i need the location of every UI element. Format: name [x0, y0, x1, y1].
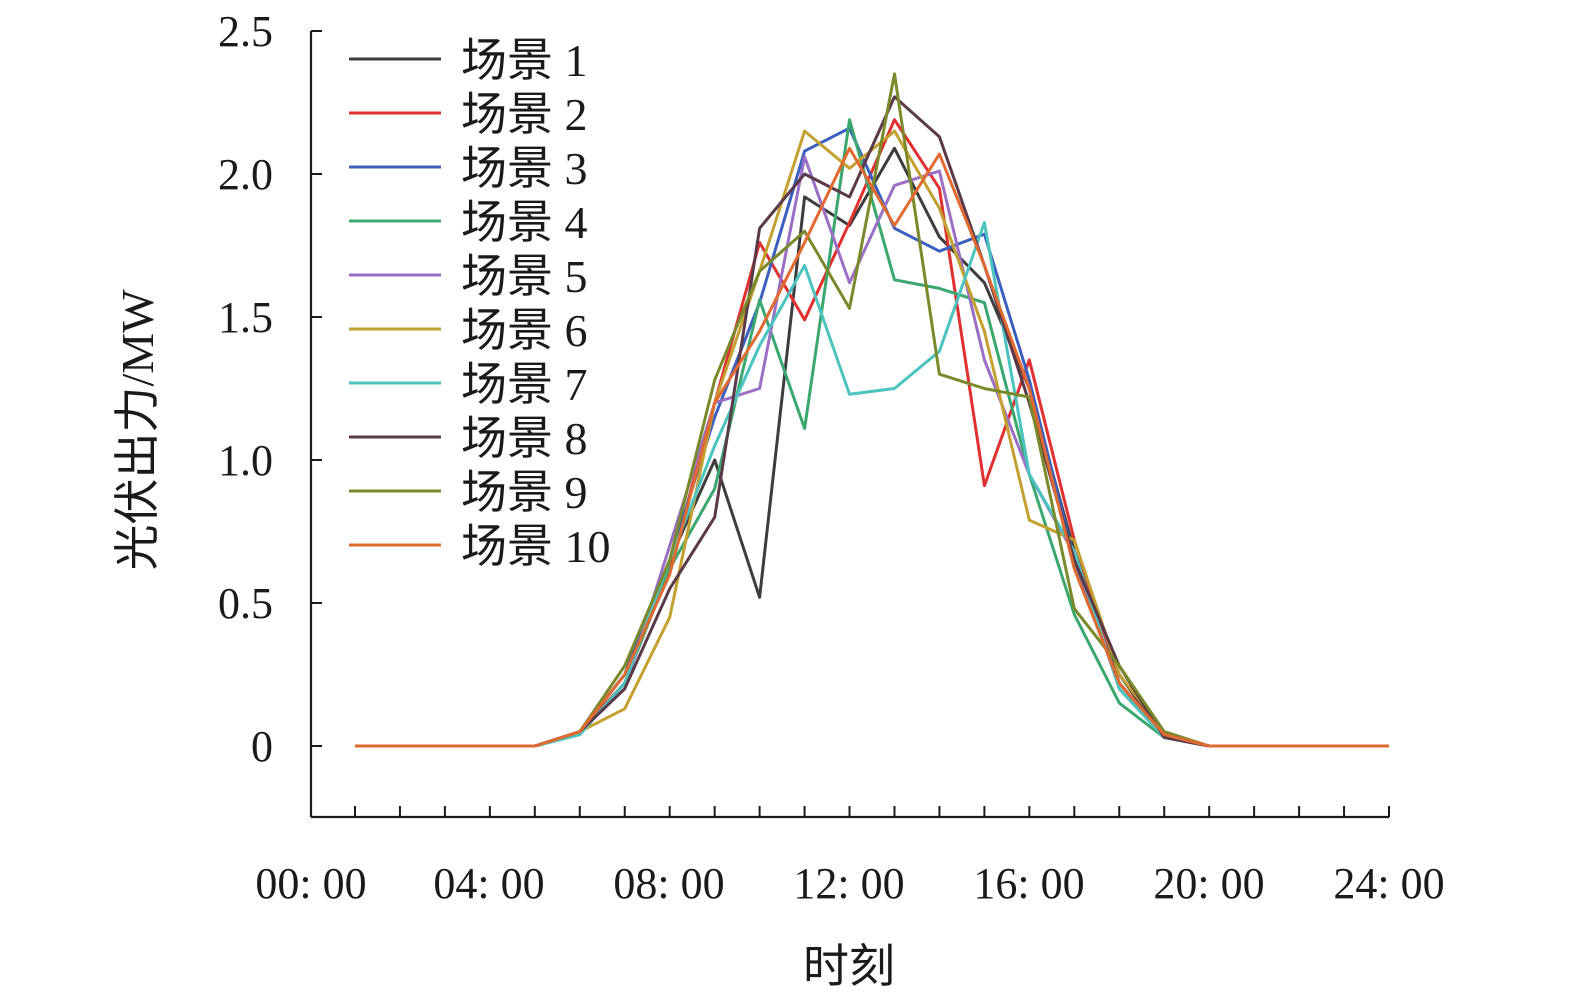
legend: 场景 1场景 2场景 3场景 4场景 5场景 6场景 7场景 8场景 9场景 1…: [349, 35, 611, 572]
y-tick-label: 1.5: [218, 293, 273, 342]
x-tick-label: 16: 00: [973, 859, 1084, 908]
legend-label-9: 场景 9: [461, 467, 588, 518]
series-lines: [355, 72, 1389, 748]
x-tick-label: 12: 00: [793, 859, 904, 908]
legend-label-8: 场景 8: [461, 413, 588, 464]
legend-label-4: 场景 4: [461, 197, 588, 248]
y-ticks: 0 0.5 1.0 1.5 2.0 2.5: [218, 7, 322, 771]
legend-label-5: 场景 5: [461, 251, 588, 302]
x-ticks: 00: 00 04: 00 08: 00 12: 00 16: 00 20: 00 24: …: [255, 806, 1445, 908]
y-tick-label: 0.5: [218, 579, 273, 628]
legend-label-2: 场景 2: [461, 89, 588, 140]
x-tick-label: 20: 00: [1153, 859, 1264, 908]
legend-label-6: 场景 6: [461, 305, 588, 356]
y-tick-label: 2.5: [218, 7, 273, 56]
x-tick-label: 08: 00: [613, 859, 724, 908]
legend-label-1: 场景 1: [461, 35, 588, 86]
x-axis-title: 时刻: [803, 941, 895, 992]
x-tick-label: 24: 00: [1333, 859, 1444, 908]
x-tick-label: 00: 00: [255, 859, 366, 908]
y-tick-label: 2.0: [218, 150, 273, 199]
y-axis-title: 光伏出力/MW: [112, 289, 163, 571]
y-tick-label: 0: [251, 722, 273, 771]
legend-label-3: 场景 3: [461, 143, 588, 194]
series-line-10: [355, 146, 1389, 748]
legend-label-10: 场景 10: [461, 521, 611, 572]
legend-label-7: 场景 7: [461, 359, 588, 410]
y-tick-label: 1.0: [218, 436, 273, 485]
x-tick-label: 04: 00: [433, 859, 544, 908]
